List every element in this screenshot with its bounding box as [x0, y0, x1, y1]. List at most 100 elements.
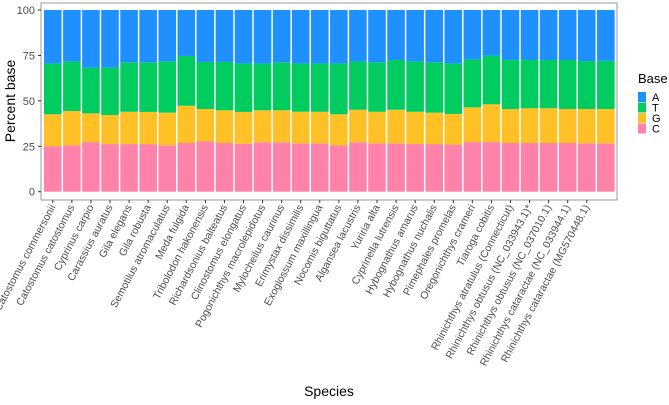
- bar-segment-C: [539, 143, 558, 192]
- bar-segment-T: [272, 62, 291, 111]
- bar-segment-C: [387, 143, 405, 192]
- y-tick-label: 50: [23, 96, 35, 108]
- bar-segment-G: [463, 107, 482, 143]
- bar-segment-T: [82, 67, 100, 114]
- bar-segment-A: [120, 10, 138, 63]
- bar-segment-C: [291, 143, 310, 192]
- bar-segment-G: [577, 109, 596, 144]
- bar-segment-G: [215, 110, 234, 144]
- bar-segment-A: [597, 10, 615, 61]
- bar-segment-G: [44, 114, 62, 147]
- bar-segment-G: [387, 109, 405, 144]
- bar-segment-T: [139, 62, 157, 112]
- bar-segment-C: [501, 143, 520, 192]
- bar-segment-G: [272, 110, 291, 143]
- legend-label: T: [652, 103, 659, 115]
- bar-segment-G: [177, 105, 196, 144]
- bar-segment-C: [482, 142, 501, 192]
- bar-segment-T: [291, 63, 310, 112]
- bar-segment-C: [82, 142, 100, 192]
- bar-segment-A: [291, 10, 310, 64]
- bar-segment-T: [368, 62, 386, 112]
- bar-segment-A: [310, 10, 329, 64]
- bar-segment-T: [196, 61, 215, 110]
- bar-segment-C: [558, 143, 577, 192]
- bar-segment-G: [520, 108, 539, 144]
- bar-segment-C: [177, 143, 196, 192]
- bar-segment-T: [44, 63, 62, 115]
- bar-segment-A: [330, 10, 348, 64]
- legend-swatch-C: [638, 123, 646, 134]
- bar-segment-C: [120, 144, 138, 192]
- bar-segment-T: [120, 62, 138, 112]
- bar-segment-C: [158, 145, 177, 192]
- bar-segment-A: [101, 10, 119, 68]
- bar-segment-C: [101, 144, 119, 192]
- bar-segment-T: [215, 61, 234, 111]
- bar-segment-A: [82, 10, 100, 68]
- y-tick-label: 100: [17, 5, 35, 17]
- bar-segment-A: [577, 10, 596, 62]
- bar-segment-T: [158, 61, 177, 113]
- bar-segment-A: [406, 10, 424, 62]
- bar-segment-A: [482, 10, 501, 56]
- bar-segment-T: [310, 63, 329, 112]
- bar-segment-A: [44, 10, 62, 64]
- bar-segment-T: [597, 60, 615, 110]
- bar-segment-T: [501, 59, 520, 110]
- bar-segment-C: [577, 143, 596, 192]
- bar-segment-A: [368, 10, 386, 63]
- bar-segment-C: [215, 143, 234, 192]
- bar-segment-C: [272, 142, 291, 192]
- bar-segment-C: [196, 141, 215, 192]
- bar-segment-T: [387, 59, 405, 110]
- bar-segment-C: [330, 145, 348, 192]
- bar-segment-T: [558, 59, 577, 110]
- bar-segment-G: [349, 109, 367, 143]
- bar-segment-T: [425, 62, 443, 113]
- bar-segment-T: [63, 61, 81, 112]
- legend-swatch-A: [638, 92, 646, 102]
- bar-segment-T: [253, 63, 272, 111]
- bar-segment-A: [387, 10, 405, 60]
- bar-segment-A: [253, 10, 272, 64]
- bar-segment-T: [539, 59, 558, 109]
- bar-segment-C: [425, 144, 443, 192]
- bar-segment-T: [482, 55, 501, 105]
- bar-segment-C: [444, 144, 463, 192]
- y-tick-label: 25: [23, 141, 35, 153]
- bar-segment-A: [215, 10, 234, 62]
- bar-segment-G: [291, 111, 310, 144]
- bar-segment-G: [101, 115, 119, 145]
- bar-segment-G: [558, 109, 577, 144]
- bar-segment-T: [330, 63, 348, 115]
- bar-segment-C: [234, 143, 253, 192]
- legend-title: Base: [638, 71, 668, 86]
- bar-segment-T: [577, 61, 596, 110]
- bar-segment-A: [501, 10, 520, 60]
- bar-segment-C: [349, 142, 367, 192]
- bar-segment-C: [597, 143, 615, 192]
- bar-segment-A: [139, 10, 157, 63]
- bar-segment-T: [349, 61, 367, 110]
- bar-segment-C: [406, 144, 424, 192]
- bar-segment-A: [539, 10, 558, 60]
- legend-swatch-G: [638, 113, 646, 123]
- bar-segment-A: [463, 10, 482, 60]
- bar-segment-C: [44, 146, 62, 192]
- bar-segment-G: [330, 114, 348, 146]
- bar-segment-G: [425, 112, 443, 145]
- bar-segment-C: [463, 142, 482, 192]
- bar-segment-A: [63, 10, 81, 62]
- bar-segment-T: [177, 55, 196, 106]
- bar-segment-G: [120, 111, 138, 145]
- bar-segment-G: [253, 110, 272, 143]
- bar-segment-A: [234, 10, 253, 64]
- bar-segment-T: [406, 61, 424, 112]
- bar-segment-G: [234, 111, 253, 144]
- bar-segment-G: [482, 104, 501, 143]
- bar-segment-C: [310, 143, 329, 192]
- bar-segment-T: [234, 63, 253, 112]
- y-axis-title: Percent base: [2, 60, 18, 143]
